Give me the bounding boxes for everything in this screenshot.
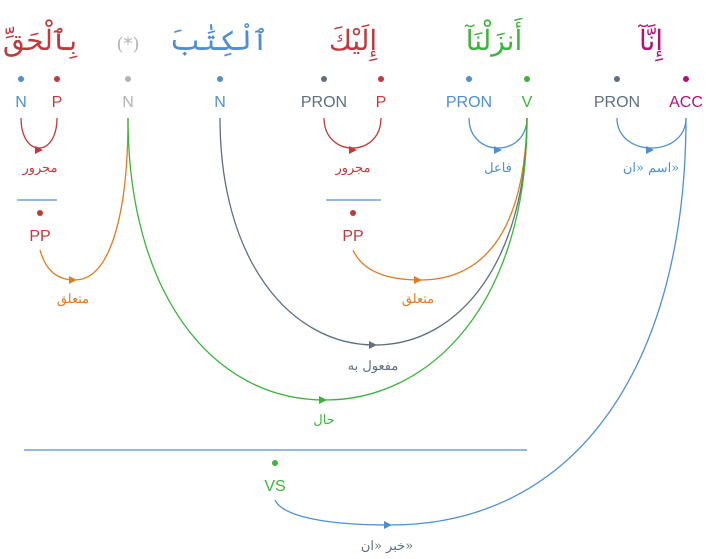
tag-pron-2: PRON	[446, 94, 492, 111]
tag-dot-pron-1	[614, 76, 620, 82]
word-inna: إِنَّآ	[637, 23, 663, 62]
word-bilhaqq: بِٱلْحَقِّ	[3, 19, 77, 59]
tag-dot-acc	[683, 76, 689, 82]
tag-dot-noun-1	[217, 76, 223, 82]
rel-fail: فاعل	[484, 161, 512, 176]
arc-hal	[127, 117, 528, 401]
arrow-mutaallaq-2	[69, 276, 77, 284]
rel-maful-bih: مفعول به	[348, 359, 399, 374]
arrow-majrur-2	[35, 146, 43, 154]
tag-hidden: N	[122, 94, 134, 111]
arc-maful-bih	[219, 117, 528, 346]
tag-dot-prep-2	[54, 76, 60, 82]
arc-khabar-inna	[274, 117, 687, 526]
rel-ism-inna: اسم «ان»	[623, 161, 679, 176]
phrase-pp-1: PP	[342, 228, 363, 245]
rel-majrur-2: مجرور	[21, 161, 57, 176]
tag-dot-prep-1	[378, 76, 384, 82]
arrow-fail	[494, 146, 502, 154]
tag-pron-1: PRON	[594, 94, 640, 111]
rel-khabar-inna: خبر «ان»	[361, 539, 413, 554]
word-ilayka: إِلَيْكَ	[329, 24, 377, 62]
arc-mutaallaq-2	[39, 117, 129, 281]
arrow-majrur-1	[349, 146, 357, 154]
tag-acc: ACC	[669, 94, 703, 111]
phrase-dot-pp-1	[350, 210, 356, 216]
tag-dot-pron-2	[466, 76, 472, 82]
arrow-ism-inna	[646, 146, 654, 154]
rel-mutaallaq-1: متعلق	[402, 292, 434, 307]
tag-prep-2: P	[52, 94, 63, 111]
arc-mutaallaq-1	[352, 117, 528, 281]
rel-hal: حال	[313, 413, 334, 428]
arrow-khabar-inna	[384, 521, 392, 529]
arc-fail	[468, 117, 528, 149]
phrase-dot-pp-2	[37, 210, 43, 216]
phrase-vs: VS	[264, 478, 285, 495]
tag-pron-3: PRON	[301, 94, 347, 111]
tag-verb: V	[522, 94, 533, 111]
phrase-pp-2: PP	[29, 228, 50, 245]
word-anzalna: أَنزَلْنَآ	[464, 18, 523, 57]
arc-ism-inna	[616, 117, 687, 149]
tag-noun-2: N	[15, 94, 27, 111]
arc-majrur-2	[20, 117, 58, 149]
rel-mutaallaq-2: متعلق	[57, 292, 89, 307]
tag-noun-1: N	[214, 94, 226, 111]
word-hidden: (*)	[116, 34, 139, 55]
arrow-mutaallaq-1	[414, 276, 422, 284]
tag-dot-verb	[524, 76, 530, 82]
tag-prep-1: P	[376, 94, 387, 111]
tag-dot-noun-2	[18, 76, 24, 82]
arrow-maful-bih	[369, 341, 377, 349]
rel-majrur-1: مجرور	[334, 161, 370, 176]
arrow-hal	[319, 396, 327, 404]
phrase-dot-vs	[272, 460, 278, 466]
word-alkitab: ٱلْكِتَٰبَ	[170, 23, 268, 57]
tag-dot-pron-3	[321, 76, 327, 82]
arc-majrur-1	[323, 117, 382, 149]
tag-dot-hidden	[125, 76, 131, 82]
